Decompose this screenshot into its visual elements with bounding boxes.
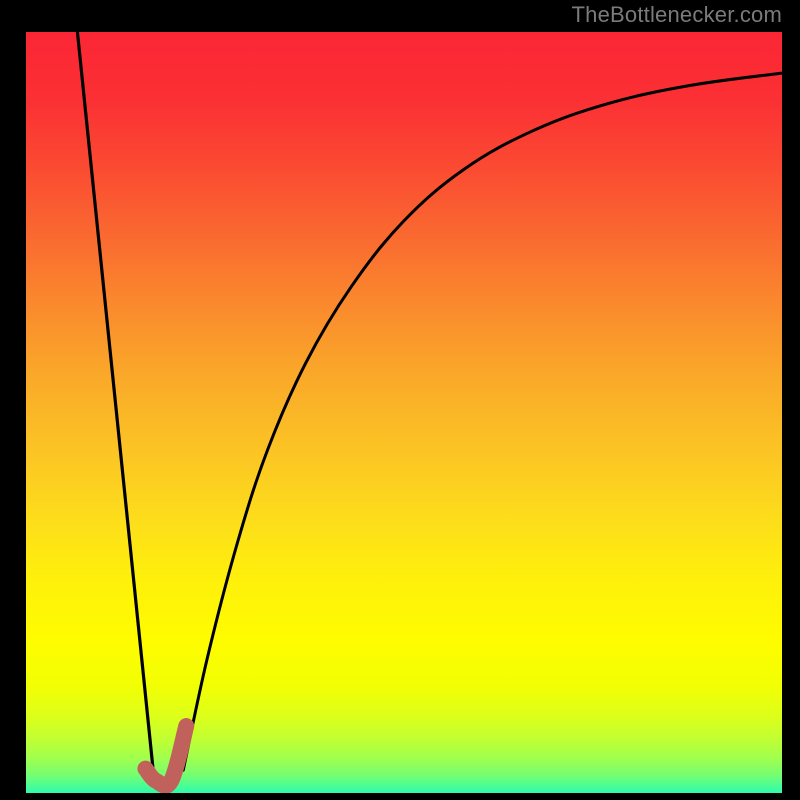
curves-svg xyxy=(26,32,782,793)
figure-root: TheBottlenecker.com xyxy=(0,0,800,800)
left-line xyxy=(77,32,153,769)
right-curve xyxy=(183,73,782,770)
attribution-text: TheBottlenecker.com xyxy=(572,2,782,28)
plot-area xyxy=(26,32,782,793)
